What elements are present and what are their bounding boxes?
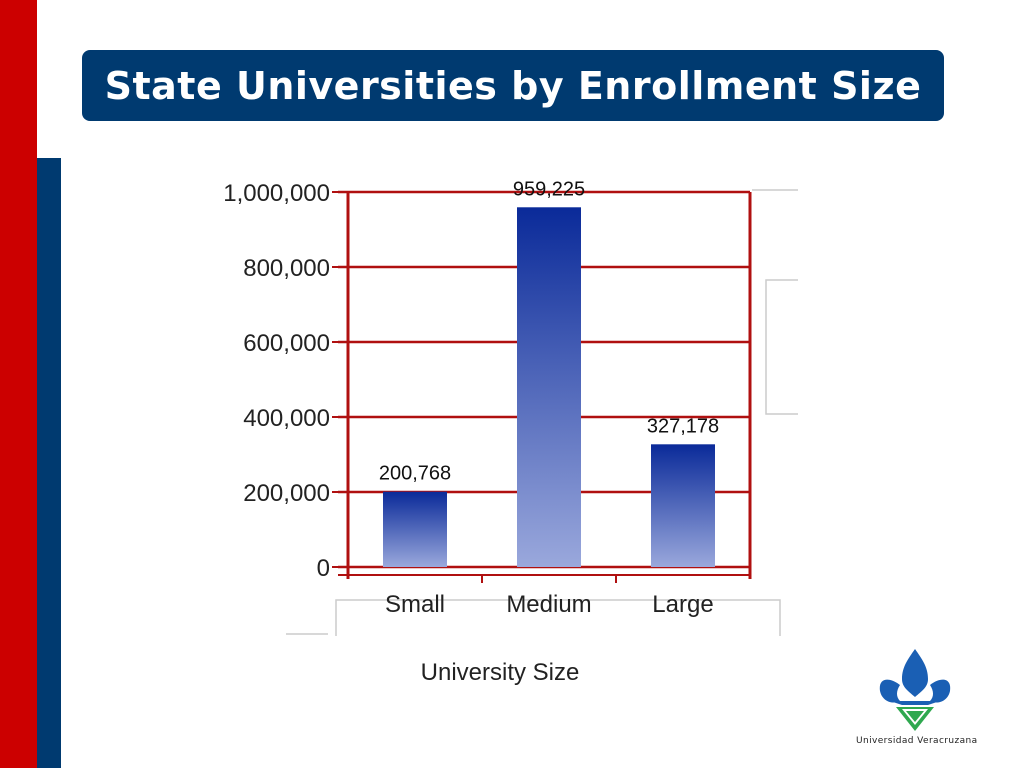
- bar-large: [651, 444, 715, 567]
- frame-bracket: [765, 279, 798, 415]
- data-label: 327,178: [647, 415, 719, 437]
- y-tick-label: 800,000: [243, 255, 330, 282]
- left-blue-band: [37, 158, 61, 768]
- title-bar: State Universities by Enrollment Size: [82, 50, 944, 121]
- y-tick-label: 1,000,000: [223, 180, 330, 207]
- x-tick-label: Small: [385, 591, 445, 618]
- y-tick-label: 400,000: [243, 405, 330, 432]
- x-tick-label: Medium: [506, 591, 591, 618]
- y-tick-label: 200,000: [243, 480, 330, 507]
- bar-medium: [517, 207, 581, 567]
- x-axis-title: University Size: [421, 659, 580, 686]
- bar-small: [383, 491, 447, 567]
- left-red-band: [0, 0, 37, 768]
- x-tick-label: Large: [652, 591, 713, 618]
- logo-caption: Universidad Veracruzana: [856, 736, 978, 746]
- data-label: 959,225: [513, 178, 585, 200]
- frame-bracket: [335, 599, 781, 636]
- data-label: 200,768: [379, 463, 451, 485]
- y-tick-label: 0: [317, 555, 330, 582]
- universidad-veracruzana-logo: [879, 649, 951, 731]
- slide-title: State Universities by Enrollment Size: [104, 63, 922, 108]
- y-tick-label: 600,000: [243, 330, 330, 357]
